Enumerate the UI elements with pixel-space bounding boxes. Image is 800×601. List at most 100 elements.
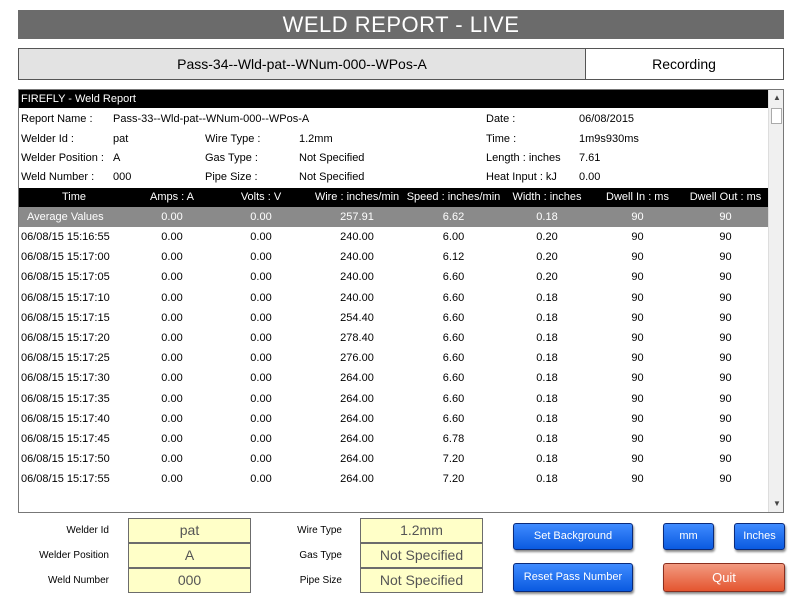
table-cell: 0.20 [536,251,558,264]
table-cell: 0.00 [250,453,272,466]
report-title: FIREFLY - Weld Report [19,90,768,108]
column-header: Time [61,191,87,203]
welder-id-label: Welder Id : [21,133,74,145]
scroll-thumb[interactable] [771,108,782,124]
gas-type-field[interactable]: Not Specified [360,543,483,568]
set-background-button[interactable]: Set Background [513,523,633,550]
table-cell: 0.00 [161,271,183,284]
table-cell: 90 [719,412,732,425]
table-cell: 0.00 [161,251,183,264]
length-label: Length : inches [486,152,561,164]
table-cell: 7.20 [442,473,465,486]
table-cell: 240.00 [340,271,374,284]
reset-pass-number-button[interactable]: Reset Pass Number [513,563,633,592]
column-header: Dwell In : ms [606,191,669,203]
table-cell: 06/08/15 15:17:55 [21,473,110,486]
table-cell: 0.00 [250,251,272,264]
table-cell: 7.20 [442,453,465,466]
table-cell: 06/08/15 15:17:35 [21,392,110,405]
form-weld-number-label: Weld Number [48,575,109,586]
table-cell: 6.60 [442,332,465,344]
table-cell: 240.00 [340,231,374,243]
table-cell: 6.12 [442,251,465,264]
table-cell: 06/08/15 15:16:55 [21,231,110,243]
welder-position-label: Welder Position : [21,152,104,164]
table-cell: 06/08/15 15:17:45 [21,433,110,445]
table-cell: 0.00 [161,231,183,243]
inches-button[interactable]: Inches [734,523,785,550]
wire-type-field[interactable]: 1.2mm [360,518,483,543]
column-header: Width : inches [512,191,582,203]
table-cell: 90 [719,352,732,365]
pipe-size-value: Not Specified [299,171,365,183]
table-cell: 0.00 [161,473,183,486]
table-cell: 6.00 [442,231,465,243]
column-header: Speed : inches/min [406,191,501,203]
table-cell: 6.60 [442,291,465,304]
table-cell: 90 [719,392,732,405]
table-cell: 0.00 [250,392,272,405]
table-cell: 0.00 [161,332,183,344]
table-cell: 0.00 [161,372,183,385]
scroll-up-icon[interactable]: ▲ [773,93,781,102]
table-row: 06/08/15 15:17:05 0.00 0.00 240.00 6.60 0.20 9… [19,267,768,287]
table-cell: 254.40 [340,311,374,324]
table-cell: 0.00 [161,412,183,425]
table-cell: 90 [631,271,644,284]
table-cell: 257.91 [340,211,374,223]
recording-status: Recording [652,56,716,72]
scroll-down-icon[interactable]: ▼ [773,499,781,508]
table-row: 06/08/15 15:17:40 0.00 0.00 264.00 6.60 0.18 9… [19,409,768,429]
heat-input-label: Heat Input : kJ [486,171,557,183]
form-wire-type-label: Wire Type [297,525,342,536]
table-cell: 0.00 [250,271,272,284]
table-cell: 278.40 [340,332,374,344]
form-pipe-size-label: Pipe Size [299,575,342,586]
column-header: Volts : V [240,191,282,203]
wire-type-value: 1.2mm [299,133,333,145]
table-cell: 90 [631,412,644,425]
weld-number-field[interactable]: 000 [128,568,251,593]
pass-name: Pass-34--Wld-pat--WNum-000--WPos-A [19,49,586,79]
table-cell: 0.00 [250,433,272,445]
table-cell: 0.00 [250,311,272,324]
table-cell: 264.00 [340,372,374,385]
table-cell: 0.18 [536,412,558,425]
table-cell: 0.00 [161,291,183,304]
date-label: Date : [486,113,516,125]
pipe-size-field[interactable]: Not Specified [360,568,483,593]
table-cell: 90 [719,453,732,466]
table-cell: 0.00 [250,473,272,486]
welder-id-field[interactable]: pat [128,518,251,543]
table-cell: 0.00 [161,352,183,365]
table-cell: 0.00 [161,453,183,466]
table-cell: 0.00 [161,211,183,223]
table-cell: 90 [631,332,644,344]
quit-button[interactable]: Quit [663,563,785,592]
table-cell: 90 [631,453,644,466]
table-cell: 6.60 [442,412,465,425]
table-cell: 90 [631,473,644,486]
time-label: Time : [486,133,517,145]
table-cell: 0.00 [250,231,272,243]
table-cell: 06/08/15 15:17:30 [21,372,110,385]
table-cell: 90 [719,211,732,223]
table-cell: 264.00 [340,412,374,425]
page-title: WELD REPORT - LIVE [18,10,784,39]
table-cell: 0.18 [536,392,558,405]
table-cell: 06/08/15 15:17:20 [21,332,110,344]
report-scrollbar[interactable]: ▲ ▼ [768,90,783,512]
table-cell: 0.18 [536,352,558,365]
mm-button[interactable]: mm [663,523,714,550]
gas-type-value: Not Specified [299,152,365,164]
table-cell: 06/08/15 15:17:15 [21,311,110,324]
wire-type-label: Wire Type : [205,133,261,145]
table-cell: Average Values [27,211,104,223]
weld-report-panel: FIREFLY - Weld Report Report Name : Pass… [18,89,784,513]
table-cell: 90 [719,332,732,344]
table-cell: 06/08/15 15:17:25 [21,352,110,365]
table-cell: 90 [719,271,732,284]
welder-position-field[interactable]: A [128,543,251,568]
table-cell: 6.60 [442,372,465,385]
table-cell: 0.18 [536,372,558,385]
